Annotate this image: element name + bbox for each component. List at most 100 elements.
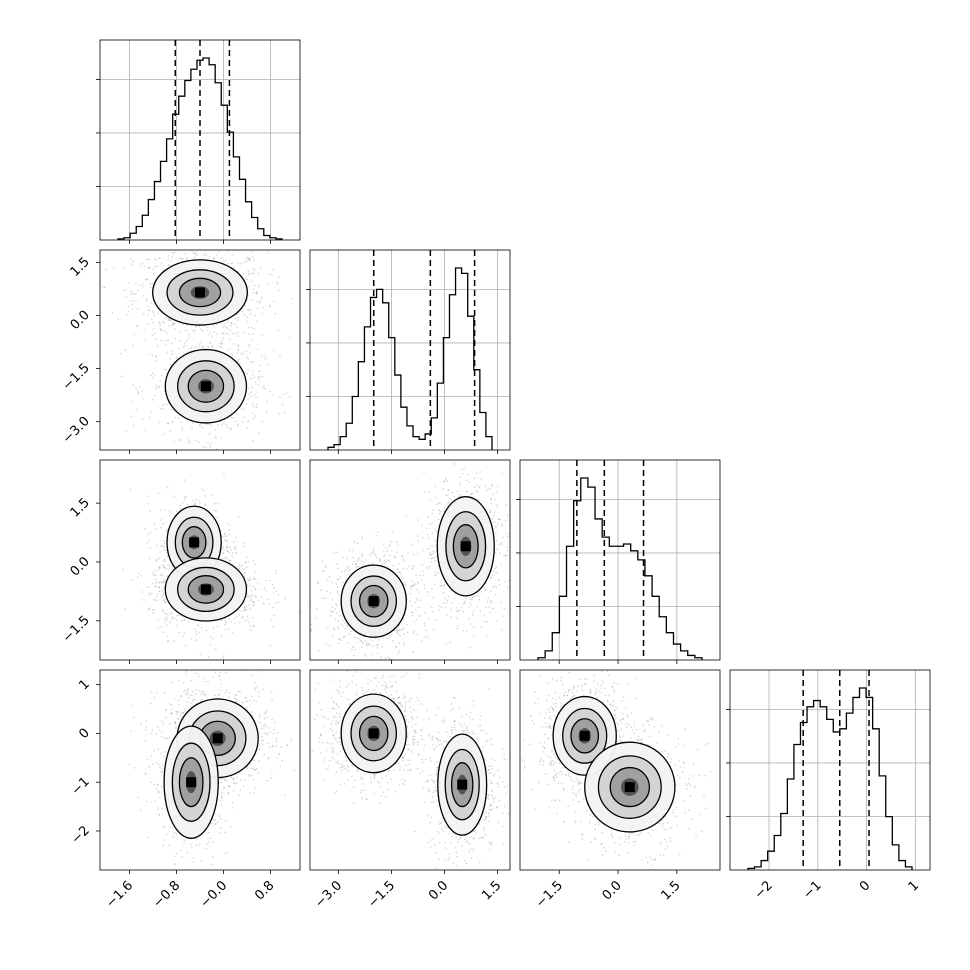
scatter-point bbox=[489, 510, 492, 513]
scatter-point bbox=[388, 637, 391, 639]
scatter-point bbox=[438, 509, 440, 512]
scatter-point bbox=[155, 570, 157, 572]
scatter-point bbox=[352, 556, 354, 559]
scatter-point bbox=[431, 587, 433, 590]
scatter-point bbox=[399, 571, 401, 573]
scatter-point bbox=[166, 575, 169, 578]
scatter-point bbox=[471, 451, 473, 453]
scatter-point bbox=[445, 494, 447, 497]
scatter-point bbox=[252, 624, 255, 627]
scatter-point bbox=[303, 274, 305, 276]
scatter-point bbox=[467, 473, 469, 476]
scatter-point bbox=[171, 323, 174, 325]
scatter-point bbox=[468, 646, 471, 649]
scatter-point bbox=[352, 646, 355, 648]
scatter-point bbox=[246, 426, 249, 429]
scatter-point bbox=[386, 661, 388, 663]
scatter-point bbox=[380, 656, 382, 658]
scatter-point bbox=[336, 586, 339, 589]
scatter-point bbox=[131, 303, 133, 306]
scatter-point bbox=[152, 268, 155, 270]
scatter-point bbox=[447, 494, 449, 497]
scatter-point bbox=[249, 395, 252, 398]
scatter-point bbox=[252, 332, 254, 335]
scatter-point bbox=[231, 552, 234, 554]
scatter-point bbox=[347, 566, 350, 569]
scatter-point bbox=[333, 552, 335, 554]
scatter-point bbox=[245, 350, 247, 353]
scatter-point bbox=[427, 594, 430, 597]
scatter-point bbox=[429, 554, 432, 556]
scatter-point bbox=[149, 283, 152, 285]
scatter-point bbox=[129, 293, 132, 296]
scatter-point bbox=[486, 620, 488, 623]
scatter-point bbox=[246, 372, 248, 375]
scatter-point bbox=[151, 310, 154, 313]
scatter-point bbox=[260, 266, 262, 269]
scatter-point bbox=[398, 563, 400, 566]
scatter-point bbox=[478, 598, 480, 601]
scatter-point bbox=[266, 246, 268, 248]
scatter-point bbox=[169, 612, 171, 615]
scatter-point bbox=[229, 559, 232, 562]
scatter-point bbox=[368, 642, 371, 645]
scatter-point bbox=[237, 331, 239, 334]
scatter-point bbox=[264, 579, 267, 582]
scatter-point bbox=[317, 582, 320, 584]
scatter-point bbox=[225, 326, 228, 328]
scatter-point bbox=[130, 290, 133, 293]
scatter-point bbox=[249, 579, 251, 581]
scatter-point bbox=[447, 595, 450, 598]
scatter-point bbox=[472, 492, 475, 495]
scatter-point bbox=[235, 545, 238, 548]
scatter-point bbox=[406, 631, 409, 634]
scatter-point bbox=[478, 499, 481, 501]
scatter-point bbox=[253, 259, 255, 261]
scatter-point bbox=[111, 312, 114, 314]
scatter-point bbox=[162, 578, 165, 580]
scatter-point bbox=[236, 615, 238, 618]
scatter-point bbox=[153, 272, 155, 275]
scatter-point bbox=[248, 259, 251, 262]
scatter-point bbox=[136, 308, 139, 310]
scatter-point bbox=[188, 348, 191, 350]
scatter-point bbox=[258, 286, 260, 288]
scatter-point bbox=[408, 565, 410, 568]
scatter-point bbox=[222, 552, 225, 555]
scatter-point bbox=[226, 545, 228, 548]
scatter-point bbox=[216, 502, 219, 505]
scatter-point bbox=[215, 648, 217, 650]
scatter-point bbox=[244, 608, 247, 611]
scatter-point bbox=[492, 515, 495, 517]
scatter-point bbox=[267, 363, 269, 366]
scatter-point bbox=[263, 602, 266, 605]
scatter-point bbox=[359, 640, 361, 643]
scatter-point bbox=[344, 627, 347, 629]
scatter-point bbox=[423, 471, 425, 474]
scatter-point bbox=[492, 607, 494, 610]
scatter-point bbox=[185, 329, 187, 332]
scatter-point bbox=[490, 600, 493, 602]
scatter-point bbox=[317, 728, 319, 730]
scatter-point bbox=[442, 584, 445, 587]
scatter-point bbox=[257, 284, 260, 286]
scatter-point bbox=[228, 533, 231, 536]
scatter-point bbox=[183, 344, 186, 347]
scatter-point bbox=[145, 719, 148, 722]
scatter-point bbox=[331, 606, 334, 608]
scatter-point bbox=[398, 642, 400, 644]
scatter-point bbox=[424, 611, 426, 614]
scatter-point bbox=[220, 256, 223, 259]
scatter-point bbox=[472, 596, 474, 598]
scatter-point bbox=[423, 622, 426, 624]
density-panel: −3.0−1.50.01.5 bbox=[60, 246, 305, 454]
scatter-point bbox=[443, 510, 445, 513]
y-tick-label: 0.0 bbox=[68, 554, 93, 579]
scatter-point bbox=[462, 629, 465, 632]
scatter-point bbox=[246, 578, 249, 580]
scatter-point bbox=[383, 661, 385, 663]
scatter-point bbox=[208, 423, 211, 425]
scatter-point bbox=[261, 312, 264, 315]
scatter-point bbox=[165, 403, 168, 406]
scatter-point bbox=[155, 355, 158, 358]
